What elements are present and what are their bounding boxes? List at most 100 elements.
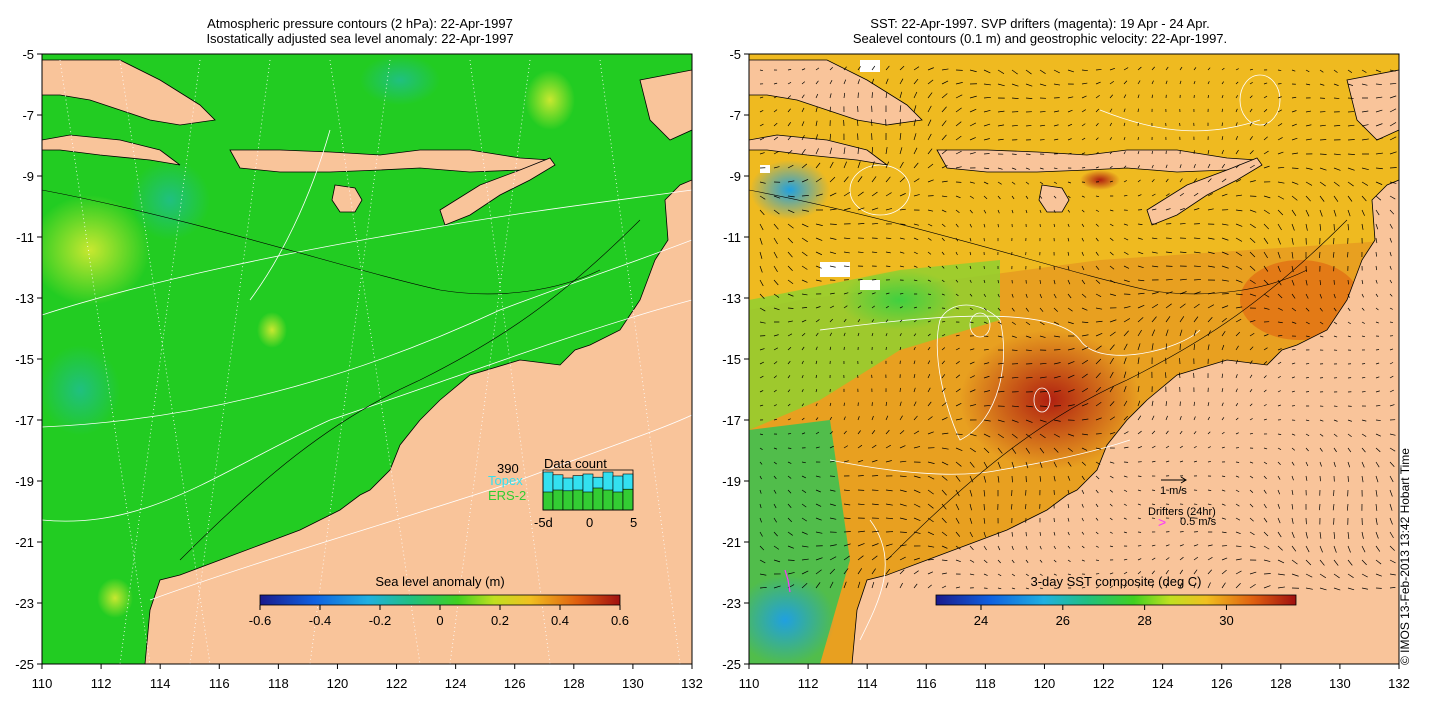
- velocity-vector: [1067, 265, 1070, 271]
- velocity-vector: [1263, 195, 1271, 199]
- velocity-vector: [857, 444, 863, 449]
- velocity-vector: [1151, 265, 1159, 268]
- velocity-vector: [759, 237, 763, 245]
- velocity-vector: [1375, 293, 1379, 298]
- velocity-vector: [1207, 193, 1213, 197]
- velocity-vector: [843, 66, 847, 71]
- velocity-vector: [1347, 335, 1352, 338]
- right-x-tick-label: 118: [975, 676, 996, 691]
- velocity-vector: [969, 375, 975, 379]
- velocity-vector: [1389, 475, 1394, 483]
- left-y-tick-label: -15: [15, 352, 34, 367]
- velocity-vector: [1361, 433, 1367, 437]
- velocity-vector: [969, 361, 975, 365]
- velocity-vector: [1151, 503, 1156, 505]
- velocity-vector: [829, 318, 834, 323]
- velocity-vector: [1263, 585, 1271, 589]
- velocity-vector: [997, 447, 1003, 454]
- velocity-vector: [1123, 108, 1126, 113]
- velocity-vector: [927, 148, 933, 155]
- velocity-vector: [1305, 447, 1309, 452]
- geostrophic-velocity-vectors: [759, 65, 1397, 591]
- velocity-vector: [1165, 430, 1169, 435]
- velocity-vector: [1361, 545, 1366, 553]
- velocity-vector: [913, 119, 916, 127]
- velocity-vector: [1179, 582, 1182, 589]
- velocity-vector: [941, 585, 947, 589]
- pressure-contour-4: [149, 414, 692, 601]
- velocity-vector: [885, 251, 891, 254]
- velocity-vector: [843, 191, 851, 197]
- right-map: [749, 54, 1399, 664]
- velocity-vector: [1333, 587, 1341, 591]
- velocity-vector: [885, 161, 890, 169]
- velocity-vector: [1291, 503, 1294, 510]
- velocity-vector: [1277, 475, 1281, 480]
- velocity-vector: [899, 265, 904, 268]
- right-x-tick-label: 110: [739, 676, 760, 691]
- velocity-vector: [801, 531, 808, 535]
- velocity-vector: [1165, 251, 1173, 254]
- velocity-vector: [829, 251, 837, 255]
- velocity-vector: [941, 265, 945, 269]
- velocity-vector: [1347, 447, 1352, 453]
- velocity-vector: [1249, 503, 1254, 508]
- velocity-vector: [899, 133, 902, 141]
- velocity-vector: [1277, 223, 1282, 231]
- pressure-contour-5: [249, 129, 331, 301]
- velocity-vector: [1235, 149, 1239, 155]
- velocity-vector: [1221, 431, 1225, 435]
- velocity-vector: [899, 147, 903, 155]
- velocity-vector: [913, 531, 921, 534]
- velocity-vector: [969, 69, 977, 73]
- velocity-vector: [1179, 207, 1185, 211]
- velocity-vector: [1025, 181, 1030, 185]
- sst-warm-spot: [1080, 170, 1120, 190]
- velocity-vector: [983, 167, 990, 170]
- velocity-vector: [1095, 307, 1103, 310]
- velocity-vector: [927, 531, 935, 536]
- velocity-vector: [1179, 223, 1186, 225]
- velocity-vector: [983, 83, 991, 86]
- velocity-vector: [997, 69, 1005, 74]
- velocity-vector: [1375, 405, 1381, 407]
- velocity-vector: [1011, 167, 1017, 170]
- velocity-vector: [941, 195, 948, 198]
- velocity-vector: [1123, 558, 1128, 561]
- velocity-vector: [815, 531, 823, 534]
- velocity-vector: [1207, 582, 1211, 589]
- velocity-vector: [1389, 404, 1395, 407]
- velocity-vector: [1053, 461, 1057, 468]
- velocity-vector: [1123, 251, 1129, 255]
- left-x-tick-label: 120: [327, 676, 349, 691]
- right-y-tick-label: -13: [722, 291, 741, 306]
- velocity-vector: [1305, 475, 1308, 481]
- left-title-line1: Atmospheric pressure contours (2 hPa): 2…: [207, 16, 513, 31]
- velocity-vector: [843, 79, 847, 85]
- velocity-vector: [773, 95, 778, 99]
- velocity-vector: [1249, 122, 1253, 127]
- velocity-vector: [1137, 584, 1141, 589]
- velocity-vector: [1347, 531, 1350, 539]
- sla-high-west: [42, 195, 150, 305]
- velocity-vector: [1389, 265, 1392, 270]
- velocity-vector: [1319, 531, 1322, 539]
- velocity-vector: [1081, 461, 1087, 466]
- velocity-vector: [1263, 531, 1269, 537]
- right-java-island: [749, 59, 923, 126]
- right-eastern-islands: [1346, 69, 1399, 141]
- velocity-vector: [1109, 416, 1116, 421]
- velocity-vector: [899, 517, 907, 520]
- velocity-vector: [815, 346, 818, 351]
- velocity-vector: [1011, 376, 1019, 379]
- velocity-vector: [1305, 321, 1310, 325]
- velocity-vector: [941, 374, 946, 379]
- velocity-vector: [1249, 68, 1254, 71]
- velocity-vector: [1179, 569, 1183, 575]
- velocity-vector: [857, 503, 865, 506]
- velocity-vector: [1277, 265, 1281, 273]
- velocity-vector: [1095, 279, 1101, 284]
- velocity-vector: [1249, 82, 1253, 85]
- velocity-vector: [787, 265, 793, 271]
- velocity-vector: [1291, 265, 1294, 273]
